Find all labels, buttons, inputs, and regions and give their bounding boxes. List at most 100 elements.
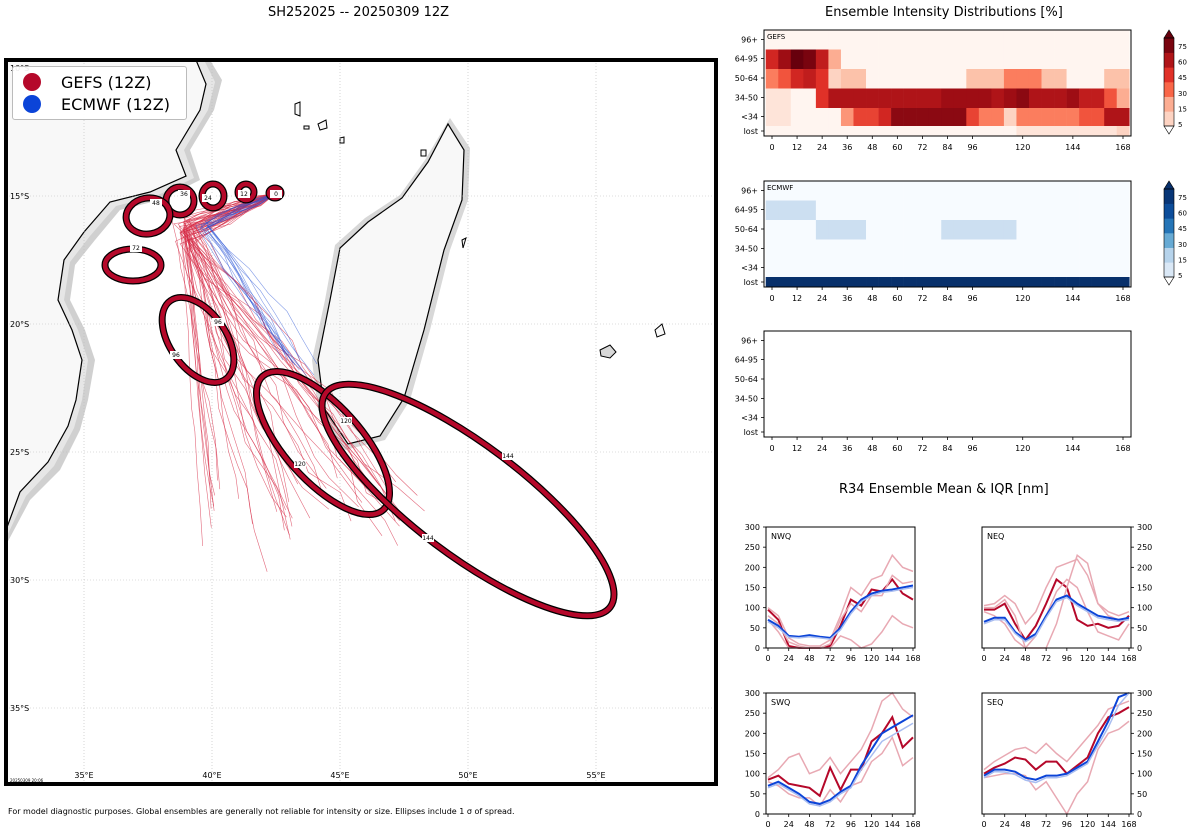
r34-x-label: 24 — [784, 654, 794, 663]
heatmap-cell — [903, 181, 917, 201]
heatmap-cell — [978, 181, 992, 201]
heatmap-cell — [840, 69, 854, 89]
heatmap-cell — [1028, 30, 1042, 50]
heatmap-cell — [1041, 239, 1055, 260]
heatmap-cell — [916, 277, 929, 288]
heatmap-y-label: 34-50 — [735, 94, 758, 103]
r34-series-gefs — [983, 720, 1130, 816]
heatmap-x-label: 12 — [792, 294, 802, 303]
r34-panel-label: SEQ — [987, 698, 1003, 707]
heatmap-cell — [903, 239, 917, 260]
heatmap-cell — [1028, 259, 1042, 278]
r34-title: R34 Ensemble Mean & IQR [nm] — [839, 482, 1049, 497]
heatmap-cell — [866, 126, 879, 137]
heatmap-cell — [1003, 108, 1017, 127]
heatmap-x-label: 168 — [1115, 143, 1130, 152]
heatmap-x-label: 84 — [942, 444, 952, 453]
heatmap-cell — [815, 30, 829, 50]
heatmap-cell — [953, 220, 967, 240]
heatmap-cell — [790, 88, 804, 109]
heatmap-cell — [765, 30, 779, 50]
heatmap-x-label: 72 — [917, 444, 927, 453]
heatmap-cell — [866, 69, 879, 89]
heatmap-cell — [1054, 88, 1067, 109]
heatmap-cell — [966, 30, 980, 50]
heatmap-cell — [815, 200, 829, 221]
r34-x-label: 144 — [1101, 654, 1116, 663]
heatmap-cell — [815, 126, 829, 137]
heatmap-x-label: 24 — [817, 294, 827, 303]
r34-x-label: 0 — [981, 654, 986, 663]
r34-x-label: 48 — [804, 820, 814, 829]
heatmap-cell — [966, 108, 980, 127]
heatmap-cell — [928, 49, 942, 70]
heatmap-x-label: 48 — [867, 143, 877, 152]
heatmap-cell — [1079, 259, 1092, 278]
colorbar-segment — [1164, 82, 1174, 97]
heatmap-cell — [878, 277, 892, 288]
heatmap-cell — [778, 108, 792, 127]
heatmap-cell — [1079, 126, 1092, 137]
colorbar-tick-label: 75 — [1178, 194, 1187, 202]
heatmap-cell — [1116, 239, 1130, 260]
r34-x-label: 72 — [1041, 820, 1051, 829]
colorbar-segment — [1164, 52, 1174, 68]
r34-series-gefs — [767, 735, 914, 808]
lat-label: 25°S — [10, 448, 29, 457]
heatmap-cell — [978, 108, 992, 127]
lat-label: 30°S — [10, 576, 29, 585]
heatmap-cell — [840, 259, 854, 278]
heatmap-cell — [840, 126, 854, 137]
heatmap-cell — [828, 69, 842, 89]
heatmap-cell — [941, 220, 955, 240]
heatmap-cell — [941, 49, 955, 70]
heatmap-cell — [953, 108, 967, 127]
heatmap-cell — [1016, 200, 1030, 221]
heatmap-cell — [866, 259, 879, 278]
ecmwf-track — [206, 193, 304, 372]
r34-chart-swq: SWQ 0 50 100 150 200 250 300 0 24 48 72 96 120 144 168 — [745, 689, 921, 829]
heatmap-cell — [1054, 49, 1067, 70]
heatmap-cell — [803, 30, 817, 50]
heatmap-cell — [916, 108, 929, 127]
heatmap-cell — [815, 69, 829, 89]
map-title: SH252025 -- 20250309 12Z — [268, 5, 450, 20]
ecmwf-track — [199, 193, 284, 361]
heatmap-cell — [828, 49, 842, 70]
colorbar-tick-label: 5 — [1178, 121, 1182, 129]
r34-y-label: 300 — [1137, 689, 1152, 698]
heatmap-cell — [941, 30, 955, 50]
heatmap-cell — [1003, 49, 1017, 70]
heatmap-cell — [891, 108, 904, 127]
heatmap-cell — [991, 239, 1005, 260]
heatmap-cell — [1016, 108, 1030, 127]
heatmap-cell — [1091, 239, 1105, 260]
ecmwf-track — [206, 193, 315, 376]
heatmap-cell — [866, 88, 879, 109]
heatmap-cell — [928, 88, 942, 109]
heatmap-cell — [1016, 259, 1030, 278]
heatmap-cell — [840, 108, 854, 127]
heatmap-cell — [941, 277, 955, 288]
heatmap-cell — [803, 88, 817, 109]
r34-y-label: 50 — [1137, 790, 1147, 799]
heatmap-cell — [928, 239, 942, 260]
r34-y-label: 300 — [745, 523, 760, 532]
r34-chart-seq: SEQ 0 50 100 150 200 250 300 0 24 48 72 96 120 144 168 — [981, 689, 1152, 829]
heatmap-cell — [891, 88, 904, 109]
lon-label: 50°E — [458, 771, 477, 780]
heatmap-cell — [991, 69, 1005, 89]
heatmap-cell — [815, 49, 829, 70]
heatmap-cell — [941, 88, 955, 109]
r34-x-label: 120 — [1080, 654, 1095, 663]
heatmap-cell — [803, 277, 817, 288]
heatmap-cell — [840, 88, 854, 109]
ellipse-label-bg — [340, 417, 352, 425]
heatmap-cell — [878, 126, 892, 137]
heatmap-cell — [1104, 277, 1118, 288]
heatmap-cell — [941, 126, 955, 137]
r34-x-label: 168 — [1121, 820, 1136, 829]
r34-panel-label: NEQ — [987, 532, 1004, 541]
heatmap-cell — [991, 200, 1005, 221]
r34-y-label: 150 — [1137, 750, 1152, 759]
